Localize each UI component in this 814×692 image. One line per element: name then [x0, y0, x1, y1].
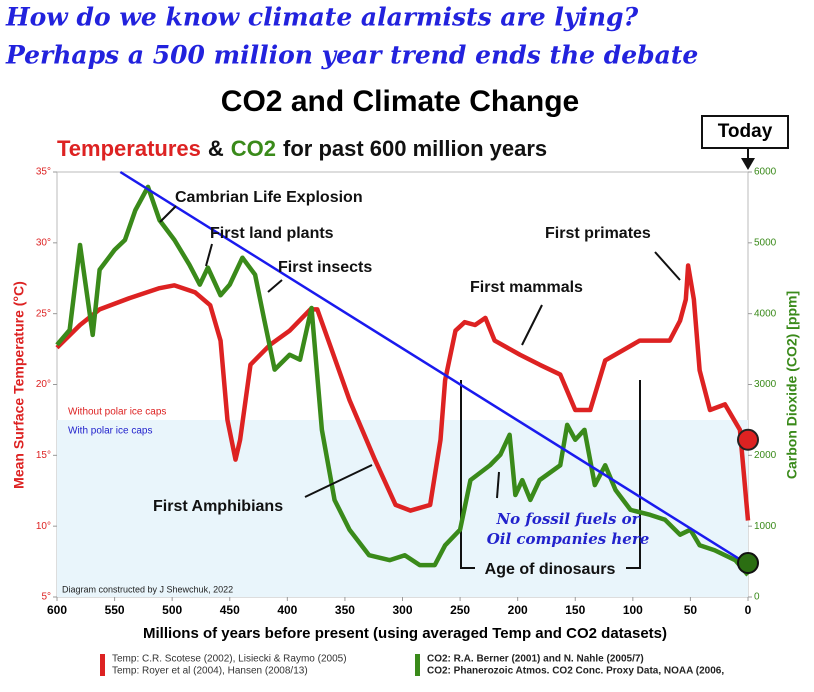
y2-tick-label: 4000	[754, 308, 777, 319]
y2-tick-label: 0	[754, 592, 760, 603]
annotation: First insects	[278, 259, 372, 276]
series-line	[55, 263, 751, 521]
y-tick-label: 5°	[41, 592, 51, 603]
x-tick-label: 350	[335, 603, 355, 617]
x-tick-label: 400	[277, 603, 297, 617]
header-line: Perhaps a 500 million year trend ends th…	[5, 41, 698, 70]
annotation: First land plants	[210, 225, 334, 242]
y-tick-label: 10°	[36, 521, 51, 532]
ice-note: With polar ice caps	[68, 426, 152, 437]
x-tick-label: 550	[105, 603, 125, 617]
subtitle-part: CO2	[231, 136, 276, 161]
y-tick-label: 30°	[36, 237, 51, 248]
today-arrowhead	[741, 158, 755, 170]
y2-tick-label: 2000	[754, 450, 777, 461]
source-swatch	[100, 654, 105, 676]
y2-tick-label: 1000	[754, 521, 777, 532]
x-tick-label: 600	[47, 603, 67, 617]
credit: Diagram constructed by J Shewchuk, 2022	[62, 584, 233, 594]
subtitle-part: for past 600 million years	[283, 136, 547, 161]
source: Temp: Royer et al (2004), Hansen (2008/1…	[112, 666, 308, 677]
y-tick-label: 15°	[36, 450, 51, 461]
x-tick-label: 100	[623, 603, 643, 617]
x-tick-label: 250	[450, 603, 470, 617]
x-tick-label: 500	[162, 603, 182, 617]
annotation-leader	[496, 471, 500, 499]
annotation: First mammals	[470, 279, 583, 296]
x-tick-label: 200	[508, 603, 528, 617]
annotation: No fossil fuels or	[495, 510, 640, 528]
annotation-leader	[654, 251, 681, 281]
today-label: Today	[718, 121, 773, 142]
y-tick-label: 35°	[36, 167, 51, 178]
annotation: Oil companies here	[487, 530, 650, 548]
annotation: First Amphibians	[153, 498, 283, 515]
annotation: First primates	[545, 225, 651, 242]
annotation-leader	[267, 279, 283, 293]
trend-line	[119, 170, 749, 566]
chart-title: CO2 and Climate Change	[221, 85, 579, 118]
x-tick-label: 150	[565, 603, 585, 617]
y2-axis-label: Carbon Dioxide (CO2) [ppm]	[784, 291, 800, 479]
x-axis-label: Millions of years before present (using …	[143, 625, 667, 642]
source: CO2: Phanerozoic Atmos. CO2 Conc. Proxy …	[427, 666, 724, 677]
subtitle-part: Temperatures	[57, 136, 201, 161]
y2-tick-label: 6000	[754, 167, 777, 178]
source: Temp: C.R. Scotese (2002), Lisiecki & Ra…	[112, 654, 347, 665]
y-axis-label: Mean Surface Temperature (°C)	[11, 281, 27, 489]
y-tick-label: 20°	[36, 379, 51, 390]
subtitle: Temperatures & CO2 for past 600 million yea…	[57, 136, 547, 161]
source-swatch	[415, 654, 420, 676]
x-tick-label: 0	[745, 603, 752, 617]
today-temp	[737, 428, 759, 451]
annotation-leader	[304, 464, 373, 498]
annotation-leader	[205, 243, 213, 267]
x-tick-label: 450	[220, 603, 240, 617]
dinosaur-bracket	[460, 380, 641, 569]
annotation: Age of dinosaurs	[485, 561, 616, 578]
y-tick-label: 25°	[36, 308, 51, 319]
today-box	[701, 115, 789, 149]
y2-tick-label: 3000	[754, 379, 777, 390]
ice-note: Without polar ice caps	[68, 407, 166, 418]
annotation-leader	[159, 205, 177, 223]
annotation: Cambrian Life Explosion	[175, 189, 363, 206]
annotation-leader	[521, 304, 543, 346]
header-line: How do we know climate alarmists are lyi…	[5, 3, 639, 32]
source: CO2: R.A. Berner (2001) and N. Nahle (20…	[427, 654, 644, 665]
x-tick-label: 50	[684, 603, 698, 617]
today-co2	[737, 552, 759, 574]
series-line	[55, 184, 750, 577]
x-tick-label: 300	[392, 603, 412, 617]
y2-tick-label: 5000	[754, 237, 777, 248]
subtitle-part: &	[208, 136, 224, 161]
